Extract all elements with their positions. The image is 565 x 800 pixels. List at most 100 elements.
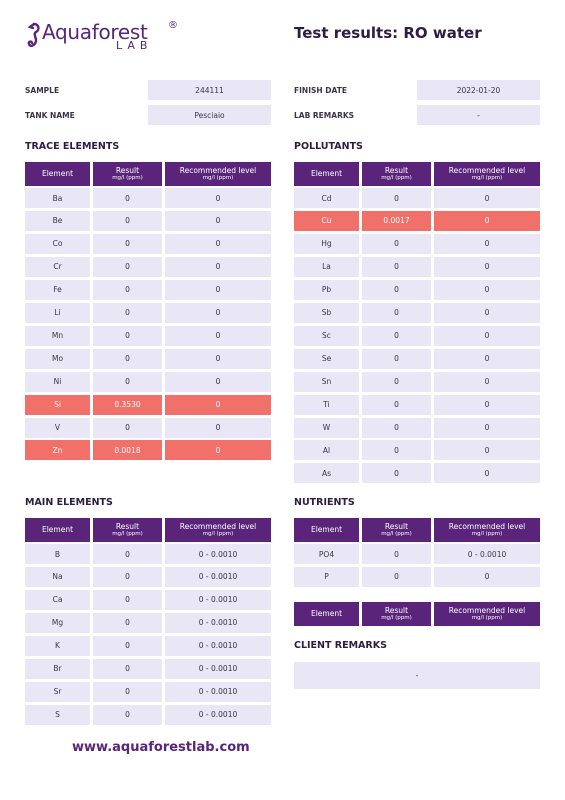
table-cell: V — [25, 417, 90, 438]
table-cell: 0 — [434, 348, 540, 369]
table-cell: 0 — [362, 325, 431, 346]
table-cell: 0 — [165, 417, 271, 438]
table-header: Recommended level mg/l (ppm) — [434, 162, 540, 186]
brand-sub: LAB — [116, 39, 153, 52]
table-cell: 0 — [362, 394, 431, 415]
table-cell: Sc — [294, 325, 359, 346]
header-label: Element — [310, 524, 343, 534]
header-label: Recommended level — [448, 521, 526, 531]
title: Test results: RO water — [294, 24, 482, 42]
table-cell: PO4 — [294, 544, 359, 564]
table-cell: 0 — [165, 256, 271, 277]
table-cell: 0 - 0.0010 — [165, 612, 271, 633]
table-cell: 0 — [362, 279, 431, 300]
table-cell: Mn — [25, 325, 90, 346]
table-cell: 0 — [93, 256, 162, 277]
table-cell: 0 — [165, 233, 271, 254]
info-label: FINISH DATE — [294, 85, 347, 95]
table-cell: 0 — [93, 371, 162, 392]
info-label: LAB REMARKS — [294, 110, 355, 120]
brand: Aquaforest — [42, 20, 148, 44]
table-cell: Zn — [25, 440, 90, 461]
table-cell: 0 — [434, 394, 540, 415]
table-cell: 0 — [362, 256, 431, 277]
table-cell: 0 — [362, 348, 431, 369]
header-unit: mg/l (ppm) — [471, 175, 503, 182]
table-cell: Ti — [294, 394, 359, 415]
table-cell: Al — [294, 440, 359, 461]
table-cell: 0 — [93, 210, 162, 231]
table-header: Recommended level mg/l (ppm) — [434, 518, 540, 542]
table-cell: 0 - 0.0010 — [165, 566, 271, 587]
table-cell: 0 — [93, 612, 162, 633]
header-unit: mg/l (ppm) — [112, 175, 143, 182]
footer-url: www.aquaforestlab.com — [72, 740, 250, 755]
table-cell: 0 - 0.0010 — [165, 544, 271, 564]
table-header: Result mg/l (ppm) — [93, 518, 162, 542]
table-cell: 0 — [93, 188, 162, 208]
table-cell: 0 - 0.0010 — [165, 589, 271, 610]
table-cell: Cr — [25, 256, 90, 277]
table-cell: 0 — [165, 371, 271, 392]
table-cell: 0 — [434, 440, 540, 461]
table-cell: 0 — [165, 394, 271, 415]
table-cell: 0 — [165, 210, 271, 231]
header-unit: mg/l (ppm) — [202, 531, 234, 538]
table-header: Result mg/l (ppm) — [93, 162, 162, 186]
table-header: Result mg/l (ppm) — [362, 602, 431, 626]
table-cell: 0 — [434, 256, 540, 277]
table-header: Element — [294, 162, 359, 186]
table-cell: 0 — [362, 417, 431, 438]
table-cell: 0 — [434, 566, 540, 587]
table-cell: 0.3530 — [93, 394, 162, 415]
table-cell: B — [25, 544, 90, 564]
info-value: 244111 — [148, 80, 271, 100]
table-cell: Se — [294, 348, 359, 369]
section-title: NUTRIENTS — [294, 497, 355, 508]
table-cell: 0 — [93, 681, 162, 702]
table-cell: Mo — [25, 348, 90, 369]
table-cell: 0 — [434, 210, 540, 231]
table-cell: 0 — [362, 188, 431, 208]
table-cell: Si — [25, 394, 90, 415]
section-title: TRACE ELEMENTS — [25, 141, 120, 152]
table-cell: 0 — [93, 704, 162, 725]
logo-icon — [27, 22, 40, 48]
table-cell: Ni — [25, 371, 90, 392]
table-cell: K — [25, 635, 90, 656]
table-cell: 0 — [165, 348, 271, 369]
registered: ® — [168, 20, 178, 31]
table-cell: Cu — [294, 210, 359, 231]
table-header: Element — [25, 518, 90, 542]
table-cell: 0 — [165, 325, 271, 346]
table-cell: 0 — [434, 325, 540, 346]
header-label: Recommended level — [448, 165, 526, 175]
table-cell: 0 — [93, 566, 162, 587]
table-cell: 0 - 0.0010 — [165, 635, 271, 656]
table-cell: P — [294, 566, 359, 587]
header-label: Result — [384, 165, 409, 175]
header-label: Recommended level — [448, 605, 526, 615]
table-cell: Hg — [294, 233, 359, 254]
table-cell: Mg — [25, 612, 90, 633]
table-cell: As — [294, 463, 359, 484]
header-unit: mg/l (ppm) — [112, 531, 143, 538]
table-cell: 0 — [93, 233, 162, 254]
table-cell: 0 — [434, 417, 540, 438]
table-cell: 0 — [434, 279, 540, 300]
table-cell: Ca — [25, 589, 90, 610]
table-cell: 0 — [362, 463, 431, 484]
table-cell: 0.0018 — [93, 440, 162, 461]
header-label: Element — [310, 168, 343, 178]
header-unit: mg/l (ppm) — [471, 531, 503, 538]
table-cell: 0 - 0.0010 — [165, 681, 271, 702]
table-cell: 0 — [165, 279, 271, 300]
table-cell: Co — [25, 233, 90, 254]
header-label: Recommended level — [179, 165, 257, 175]
table-header: Element — [25, 162, 90, 186]
table-cell: Cd — [294, 188, 359, 208]
info-value: Pesciaio — [148, 105, 271, 125]
table-cell: 0 — [362, 233, 431, 254]
header-label: Result — [115, 521, 140, 531]
